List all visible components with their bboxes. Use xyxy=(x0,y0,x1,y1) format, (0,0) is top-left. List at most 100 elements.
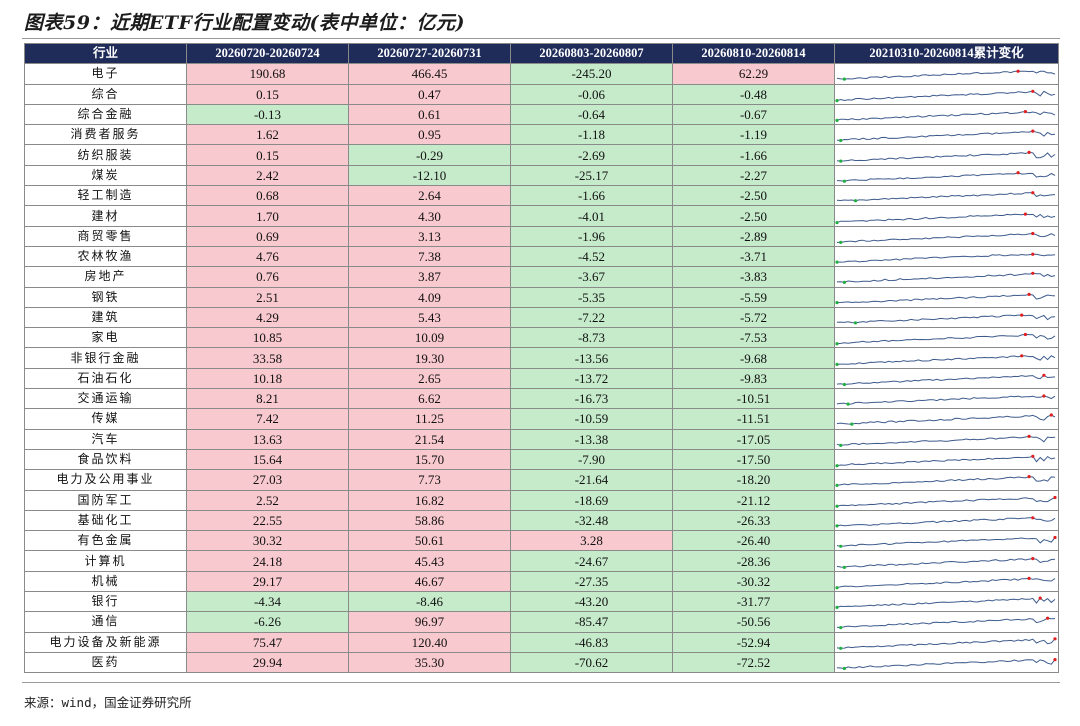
sparkline-path xyxy=(836,334,1056,345)
sparkline-min-marker xyxy=(842,382,846,386)
value-cell: -5.59 xyxy=(672,286,835,308)
sparkline-max-marker xyxy=(1031,231,1035,235)
sparkline-path xyxy=(836,557,1056,568)
value-cell: -13.56 xyxy=(510,347,673,369)
sparkline-path xyxy=(836,577,1056,589)
sparkline-svg xyxy=(835,212,1056,224)
value-cell: -8.46 xyxy=(348,591,511,613)
value-cell: -245.20 xyxy=(510,63,673,85)
value-cell: -0.48 xyxy=(672,83,835,105)
value-cell: 15.70 xyxy=(348,448,511,471)
industry-name: 石油石化 xyxy=(24,367,187,390)
sparkline-path xyxy=(836,111,1056,121)
value-cell: -3.83 xyxy=(672,266,835,288)
sparkline-path xyxy=(836,638,1056,649)
industry-name: 纺织服装 xyxy=(24,144,187,166)
industry-name: 电力及公用事业 xyxy=(24,469,187,491)
industry-name: 计算机 xyxy=(24,550,187,572)
sparkline-svg xyxy=(836,373,1056,386)
sparkline-min-marker xyxy=(835,464,839,468)
sparkline-min-marker xyxy=(835,98,839,102)
sparkline-path xyxy=(836,395,1056,405)
industry-name: 交通运输 xyxy=(24,388,187,410)
industry-name: 商贸零售 xyxy=(24,225,187,247)
sparkline-min-marker xyxy=(835,362,839,366)
value-cell: -52.94 xyxy=(672,631,835,653)
sparkline-min-marker xyxy=(839,159,843,163)
value-cell: -28.36 xyxy=(672,550,835,572)
sparkline-svg xyxy=(835,495,1057,508)
sparkline-path xyxy=(836,130,1056,142)
sparkline-min-marker xyxy=(835,260,839,264)
table-row: 综合金融 -0.13 0.61 -0.64 -0.67 xyxy=(24,103,1059,126)
industry-name: 钢铁 xyxy=(24,286,187,308)
sparkline-min-marker xyxy=(835,504,839,508)
sparkline-min-marker xyxy=(842,666,846,671)
industry-name: 传媒 xyxy=(24,408,187,430)
value-cell: 96.97 xyxy=(348,611,511,633)
cumulative-sparkline xyxy=(834,550,1059,572)
sparkline-min-marker xyxy=(839,240,843,244)
value-cell: 0.15 xyxy=(186,144,349,166)
value-cell: 7.42 xyxy=(186,408,349,430)
sparkline-svg xyxy=(835,596,1056,610)
sparkline-path xyxy=(836,537,1056,548)
value-cell: -17.05 xyxy=(672,428,835,450)
sparkline-max-marker xyxy=(1023,212,1027,216)
value-cell: -1.66 xyxy=(510,185,673,207)
sparkline-svg xyxy=(835,475,1056,488)
industry-name: 汽车 xyxy=(24,428,187,450)
sparkline-svg xyxy=(835,353,1056,366)
sparkline-max-marker xyxy=(1016,171,1020,175)
value-cell: 15.64 xyxy=(186,448,349,471)
sparkline-max-marker xyxy=(1031,129,1035,134)
sparkline-path xyxy=(836,314,1056,324)
value-cell: 2.42 xyxy=(186,164,349,187)
sparkline-svg xyxy=(836,171,1056,183)
value-cell: -43.20 xyxy=(510,591,673,613)
value-cell: 21.54 xyxy=(348,428,511,450)
industry-name: 轻工制造 xyxy=(24,185,187,207)
value-cell: 13.63 xyxy=(186,428,349,450)
value-cell: -72.52 xyxy=(672,651,835,674)
value-cell: 29.94 xyxy=(186,651,349,674)
sparkline-min-marker xyxy=(842,565,846,569)
sparkline-max-marker xyxy=(1042,394,1046,398)
table-row: 汽车 13.63 21.54 -13.38 -17.05 xyxy=(24,428,1059,450)
value-cell: 16.82 xyxy=(348,489,511,511)
value-cell: -13.72 xyxy=(510,367,673,390)
value-cell: -26.33 xyxy=(672,509,835,532)
value-cell: 27.03 xyxy=(186,469,349,491)
sparkline-max-marker xyxy=(1020,353,1024,357)
value-cell: -85.47 xyxy=(510,611,673,633)
sparkline-min-marker xyxy=(835,118,839,123)
value-cell: 4.09 xyxy=(348,286,511,308)
sparkline-max-marker xyxy=(1031,516,1035,520)
industry-name: 有色金属 xyxy=(24,530,187,552)
table-row: 商贸零售 0.69 3.13 -1.96 -2.89 xyxy=(24,225,1059,247)
industry-name: 基础化工 xyxy=(24,509,187,532)
sparkline-path xyxy=(836,659,1056,670)
sparkline-path xyxy=(836,476,1056,487)
value-cell: -6.26 xyxy=(186,611,349,633)
table-row: 石油石化 10.18 2.65 -13.72 -9.83 xyxy=(24,367,1059,390)
sparkline-max-marker xyxy=(1049,413,1053,418)
value-cell: -25.17 xyxy=(510,164,673,187)
value-cell: 0.69 xyxy=(186,225,349,247)
table-row: 综合 0.15 0.47 -0.06 -0.48 xyxy=(24,83,1059,105)
sparkline-svg xyxy=(835,292,1056,304)
sparkline-svg xyxy=(835,110,1056,123)
sparkline-path xyxy=(837,253,1056,263)
cumulative-sparkline xyxy=(834,266,1059,288)
value-cell: 4.30 xyxy=(348,205,511,227)
sparkline-svg xyxy=(836,129,1056,143)
cumulative-sparkline xyxy=(834,286,1059,308)
industry-name: 家电 xyxy=(24,327,187,349)
sparkline-max-marker xyxy=(1053,536,1057,540)
table-row: 纺织服装 0.15 -0.29 -2.69 -1.66 xyxy=(24,144,1059,166)
value-cell: -3.71 xyxy=(672,245,835,268)
sparkline-max-marker xyxy=(1031,556,1035,560)
value-cell: 4.76 xyxy=(186,245,349,268)
sparkline-min-marker xyxy=(839,626,843,630)
table-row: 机械 29.17 46.67 -27.35 -30.32 xyxy=(24,570,1059,593)
